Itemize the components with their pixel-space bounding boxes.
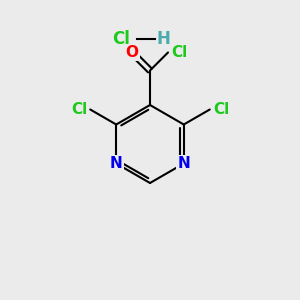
Text: H: H	[157, 30, 170, 48]
Text: Cl: Cl	[213, 102, 229, 117]
Text: N: N	[110, 156, 123, 171]
Text: Cl: Cl	[71, 102, 87, 117]
Text: Cl: Cl	[112, 30, 130, 48]
Text: N: N	[177, 156, 190, 171]
Text: O: O	[125, 45, 139, 60]
Text: Cl: Cl	[171, 45, 187, 60]
